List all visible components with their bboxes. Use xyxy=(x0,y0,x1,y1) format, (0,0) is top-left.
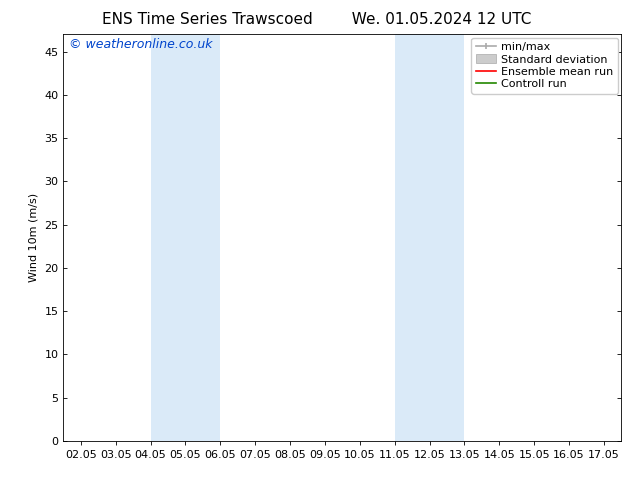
Text: ENS Time Series Trawscoed        We. 01.05.2024 12 UTC: ENS Time Series Trawscoed We. 01.05.2024… xyxy=(102,12,532,27)
Legend: min/max, Standard deviation, Ensemble mean run, Controll run: min/max, Standard deviation, Ensemble me… xyxy=(471,38,618,94)
Bar xyxy=(150,34,221,441)
Y-axis label: Wind 10m (m/s): Wind 10m (m/s) xyxy=(29,193,39,282)
Bar xyxy=(394,34,464,441)
Text: © weatheronline.co.uk: © weatheronline.co.uk xyxy=(69,38,212,51)
